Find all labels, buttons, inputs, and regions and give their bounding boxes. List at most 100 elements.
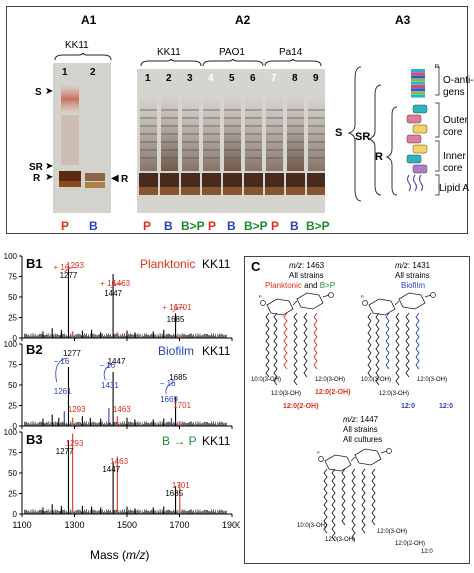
a2-cond-9: B>P <box>306 219 330 233</box>
b-peak-label: 1669 <box>160 395 178 404</box>
a1-mark-r: R <box>33 173 41 184</box>
a3-lipid-chain <box>412 174 418 192</box>
a2-lane-9: 9 <box>313 73 319 84</box>
c-s1-mz-i: m/z <box>289 261 302 270</box>
a3-o-unit <box>411 72 425 76</box>
c-s3-chain-2: 12:0(3-OH) <box>325 537 356 543</box>
b-peak-label: 1293 <box>68 405 86 414</box>
a3-part-outer-1: Outer <box>443 115 469 126</box>
a3-part-lipida: Lipid A <box>439 183 470 194</box>
b-peak-label: 1277 <box>63 349 81 358</box>
b3-cond: B → P <box>162 434 197 448</box>
a1-title: A1 <box>81 13 97 27</box>
b-peak-label: 1277 <box>56 447 74 456</box>
a2-cond-3: B>P <box>181 219 205 233</box>
b-peak-label: 1685 <box>165 489 183 498</box>
c-acyl-chain <box>293 312 298 386</box>
c-lipid-a-structure: P <box>361 292 436 316</box>
a2-gel-lane-7 <box>265 95 284 195</box>
a1-lane-1: 1 <box>62 67 68 78</box>
c-s2-l2: Biofilm <box>401 281 426 290</box>
a2-gel-lane-8 <box>286 95 305 195</box>
a3-part-inner-2: core <box>443 163 463 174</box>
c-lipid-a-structure: P <box>317 448 392 472</box>
c-s2-mz: m/z: 1431 <box>395 261 430 270</box>
c-s1-l2: Planktonic and B>P <box>265 281 335 290</box>
a2-cond-7: P <box>271 219 280 233</box>
c-s3-chain-1: 10:0(3-OH) <box>297 523 328 529</box>
b2-ytick: 25 <box>8 402 17 411</box>
c-acyl-chain <box>395 312 400 386</box>
a2-lane-6: 6 <box>250 73 256 84</box>
c-lipid-a-structure: P <box>259 292 334 316</box>
a3-title: A3 <box>395 13 411 27</box>
a3-o-unit <box>411 69 425 72</box>
c-s1-chain-3: 12:0(3-OH) <box>315 377 346 383</box>
c-acyl-chain <box>361 468 366 534</box>
a2-lane-3: 3 <box>187 73 193 84</box>
c-s1-l1: All strains <box>289 271 324 280</box>
c-s3-chain-3: 12:0(3-OH) <box>377 529 408 535</box>
a2-gel-lane-9 <box>307 95 326 195</box>
b-xlabel: Mass (m/z) <box>90 548 149 562</box>
a2-gel-lane-4 <box>202 95 221 195</box>
a2-cond-1: P <box>143 219 152 233</box>
c-s2-chain-1: 10:0(3-OH) <box>361 377 392 383</box>
a3-part-outer-2: core <box>443 127 463 138</box>
c-s1-l2c: B>P <box>319 281 336 290</box>
c-s1-mz-v: : 1463 <box>301 261 325 270</box>
b1-ytick: 50 <box>8 293 17 302</box>
b2-ytick: 0 <box>13 422 18 431</box>
c-acyl-chain <box>385 312 390 370</box>
a3-o-unit <box>411 94 425 98</box>
b-peak-label: 1685 <box>169 373 187 382</box>
a3-brace-sr <box>367 84 382 196</box>
a1-mark-r-right: R <box>121 174 129 185</box>
c-acyl-chain <box>405 312 410 378</box>
b-peak-label: 1447 <box>102 465 120 474</box>
a3-core-sugar <box>406 114 422 124</box>
c-acyl-chain <box>265 312 270 378</box>
b-xlabel-post: ) <box>145 548 150 562</box>
a3-core-sugar <box>412 124 428 134</box>
a1-cond-1: P <box>61 219 70 233</box>
b-peak-label: 1685 <box>167 315 185 324</box>
b1-ytick: 75 <box>8 273 17 282</box>
c-s3-chain-5: 12:0 <box>421 549 433 555</box>
a2-group-pao1: PAO1 <box>219 47 245 58</box>
a3-o-unit <box>411 75 425 79</box>
c-s1-l2b: and <box>301 281 320 290</box>
c-s2-l1: All strains <box>395 271 430 280</box>
a3-s: S <box>335 127 343 139</box>
b-peak-label: 1293 <box>66 439 84 448</box>
c-structures: P P P <box>259 292 436 542</box>
a3-part-oantigens-2: gens <box>443 87 465 98</box>
b-peak-label: 1261 <box>54 387 72 396</box>
b1-strain: KK11 <box>202 257 231 271</box>
a2-cond-5: B <box>227 219 236 233</box>
a3-lipid-chain <box>406 174 412 192</box>
c-s2-mz-i: m/z <box>395 261 408 270</box>
b2-noise <box>24 421 227 426</box>
b-xlabel-pre: Mass ( <box>90 548 126 562</box>
a3-brace-r <box>385 106 398 196</box>
a2-lane-4: 4 <box>208 73 214 84</box>
a3-brace-s <box>347 66 362 202</box>
a3-part-oantigens-1: O-anti- <box>443 75 474 86</box>
svg-text:P: P <box>317 450 320 455</box>
b2-ytick: 75 <box>8 361 17 370</box>
b3-strain: KK11 <box>202 434 231 448</box>
b1-ytick: 0 <box>13 334 18 343</box>
b1-label: B1 <box>26 256 43 271</box>
b3-ytick: 50 <box>8 469 17 478</box>
a2-cond-6: B>P <box>244 219 268 233</box>
a2-lane-1: 1 <box>145 73 151 84</box>
c-s3-mz-i: m/z <box>343 415 356 424</box>
c-acyl-chain <box>367 312 372 378</box>
a2-lane-8: 8 <box>292 73 298 84</box>
a3-o-unit <box>411 78 425 82</box>
b-xtick: 1900 <box>222 520 240 530</box>
a2-cond-2: B <box>164 219 173 233</box>
c-acyl-chain <box>273 312 278 386</box>
a2-cond-8: B <box>290 219 299 233</box>
